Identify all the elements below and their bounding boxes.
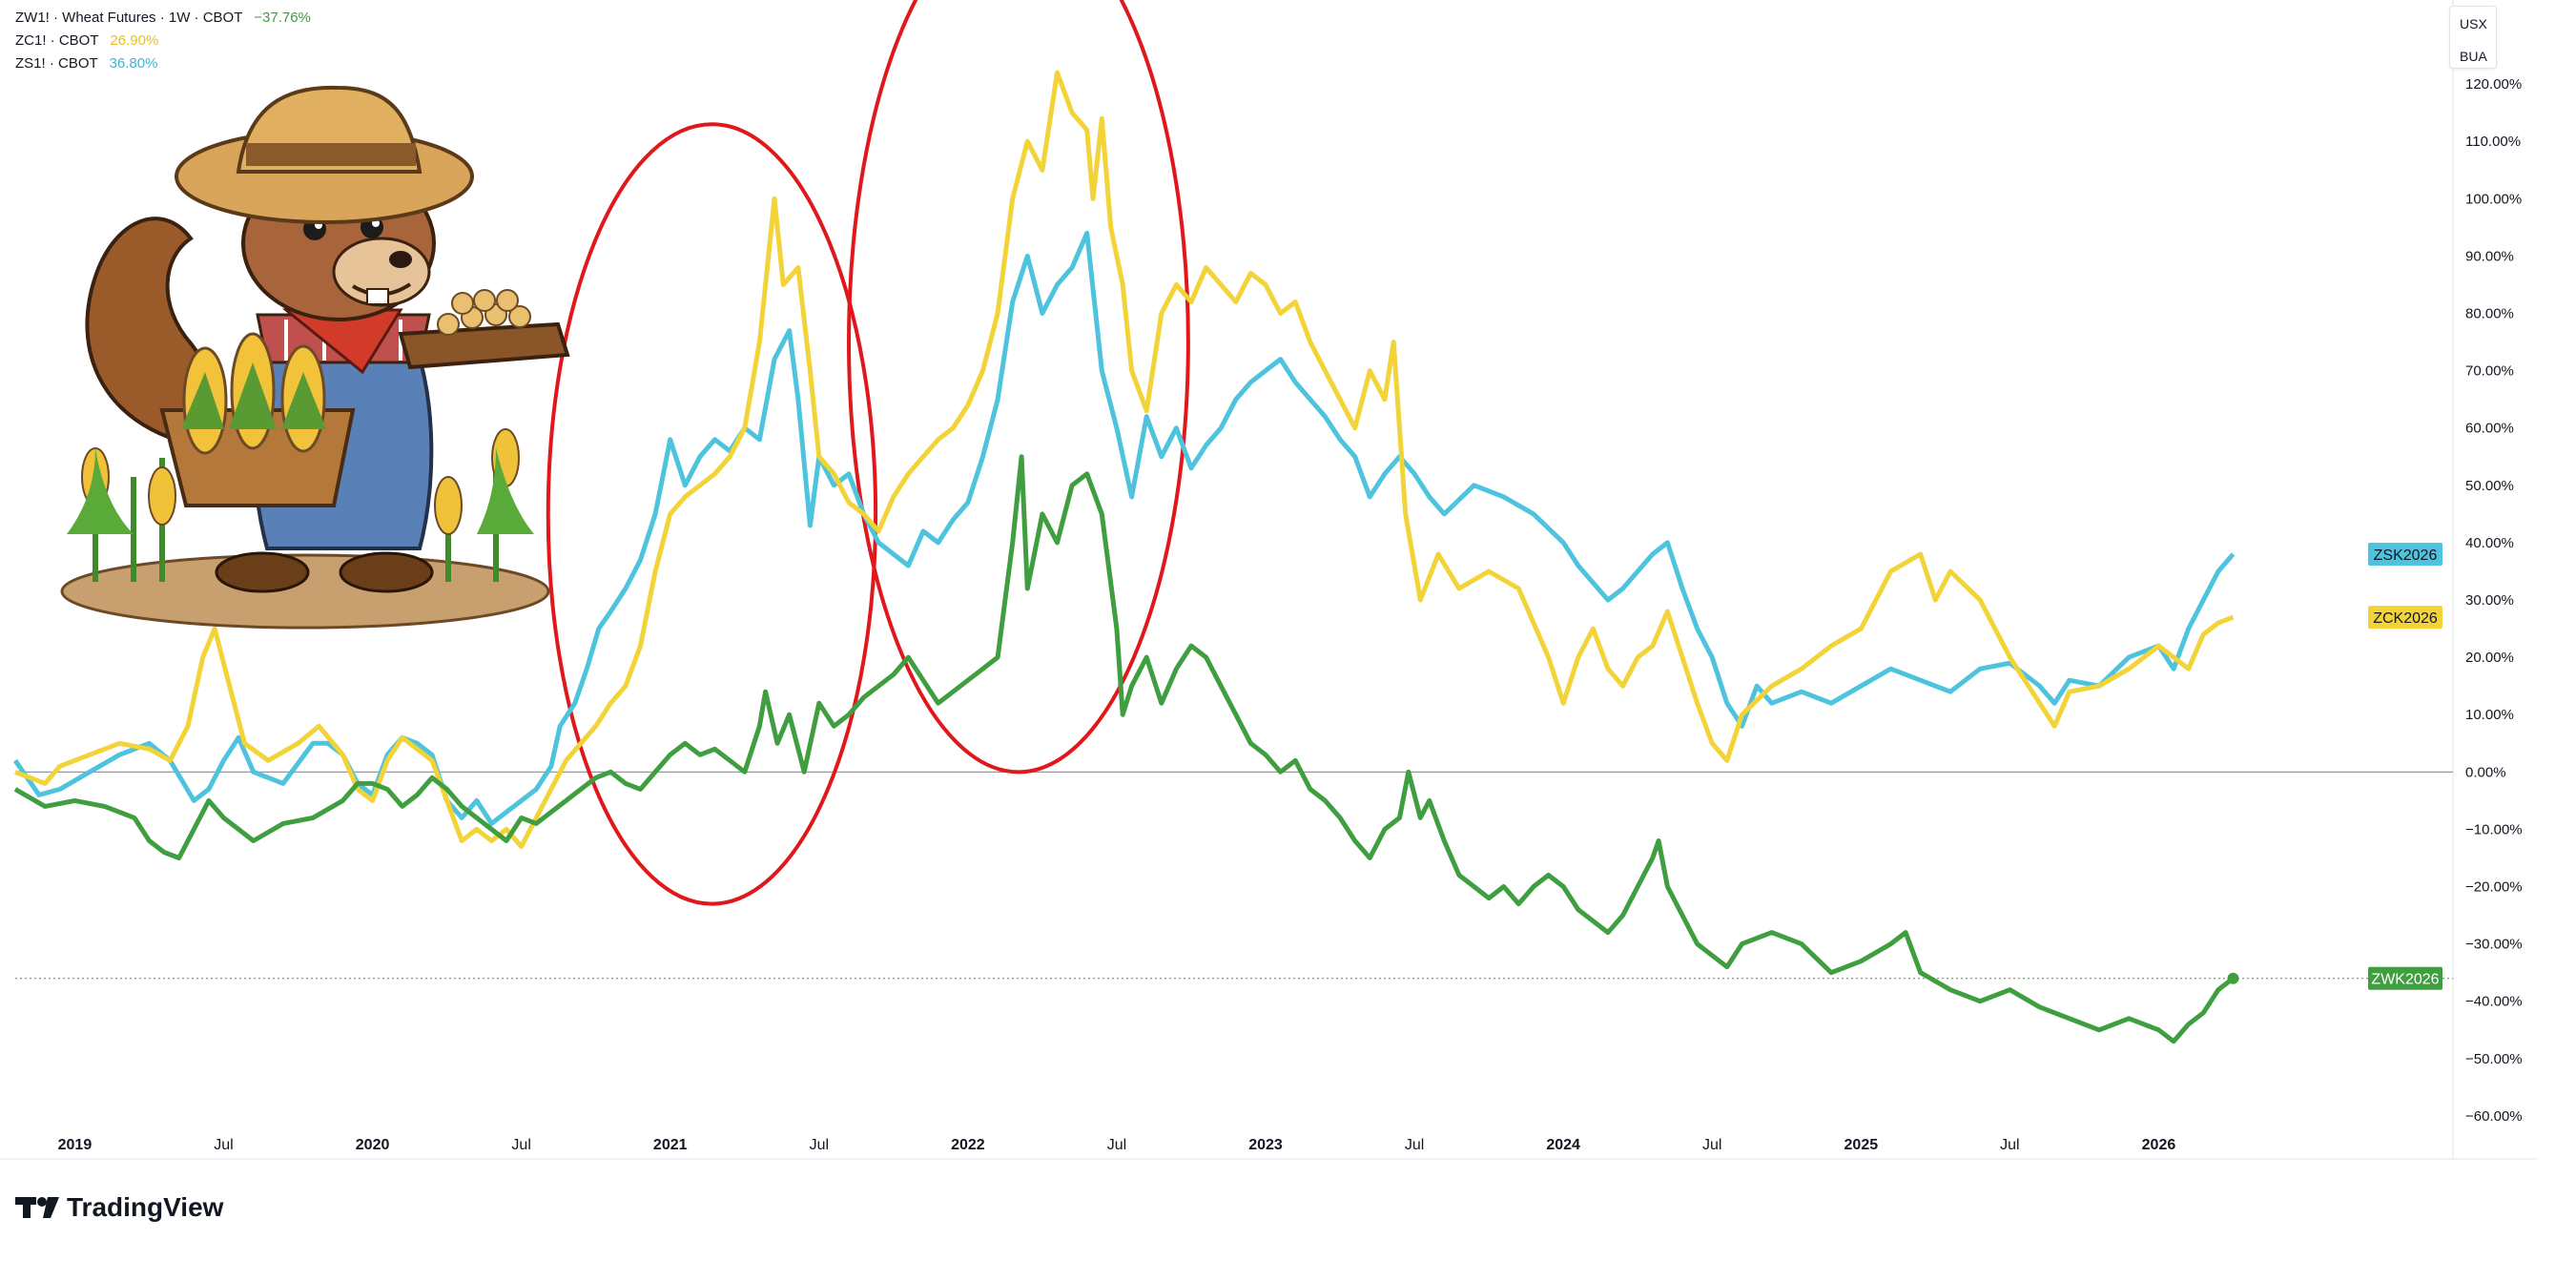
brand-name: TradingView bbox=[67, 1192, 224, 1222]
legend-item-zs1[interactable]: ZS1! · CBOT 36.80% bbox=[15, 55, 157, 72]
tradingview-logo-icon bbox=[15, 1197, 59, 1218]
legend-item-zw1[interactable]: ZW1! · Wheat Futures · 1W · CBOT −37.76% bbox=[15, 10, 311, 26]
series-end-label-bg bbox=[2368, 606, 2442, 630]
series-end-label-bg bbox=[2368, 542, 2442, 566]
y-tick-label: 10.00% bbox=[2465, 707, 2514, 723]
x-tick-label: Jul bbox=[1405, 1137, 1424, 1153]
x-tick-label: 2022 bbox=[951, 1137, 985, 1153]
highlight-ellipse bbox=[546, 122, 878, 906]
legend-change: 36.80% bbox=[110, 55, 158, 72]
x-tick-label: Jul bbox=[214, 1137, 233, 1153]
series-end-label: ZCK2026 bbox=[2373, 610, 2438, 627]
x-tick-label: 2021 bbox=[653, 1137, 688, 1153]
legend-text: ZS1! · CBOT bbox=[15, 55, 98, 72]
x-tick-label: Jul bbox=[2000, 1137, 2019, 1153]
y-tick-label: −30.00% bbox=[2465, 937, 2523, 953]
highlight-ellipse bbox=[847, 0, 1190, 775]
y-tick-label: 100.00% bbox=[2465, 191, 2522, 207]
series-end-label-bg bbox=[2368, 966, 2442, 990]
y-tick-label: 20.00% bbox=[2465, 650, 2514, 666]
x-tick-label: Jul bbox=[1702, 1137, 1721, 1153]
y-tick-label: 120.00% bbox=[2465, 76, 2522, 93]
y-tick-label: −50.00% bbox=[2465, 1051, 2523, 1067]
y-tick-label: 0.00% bbox=[2465, 764, 2506, 780]
x-tick-label: 2026 bbox=[2142, 1137, 2176, 1153]
y-tick-label: −40.00% bbox=[2465, 994, 2523, 1010]
unit-option-bua[interactable]: BUA bbox=[2460, 49, 2487, 64]
y-tick-label: −60.00% bbox=[2465, 1108, 2523, 1125]
y-tick-label: 80.00% bbox=[2465, 306, 2514, 322]
legend-item-zc1[interactable]: ZC1! · CBOT 26.90% bbox=[15, 32, 158, 49]
x-tick-label: 2019 bbox=[58, 1137, 93, 1153]
x-tick-label: 2024 bbox=[1546, 1137, 1580, 1153]
unit-option-usx[interactable]: USX bbox=[2460, 16, 2487, 31]
y-tick-label: 40.00% bbox=[2465, 535, 2514, 551]
series-end-label: ZSK2026 bbox=[2374, 548, 2438, 564]
legend-text: ZW1! · Wheat Futures · 1W · CBOT bbox=[15, 10, 242, 26]
y-tick-label: 50.00% bbox=[2465, 478, 2514, 494]
legend-text: ZC1! · CBOT bbox=[15, 32, 98, 49]
y-tick-label: −10.00% bbox=[2465, 821, 2523, 837]
squirrel-farmer-illustration-icon bbox=[60, 85, 570, 630]
y-tick-label: −20.00% bbox=[2465, 879, 2523, 896]
legend: ZW1! · Wheat Futures · 1W · CBOT −37.76%… bbox=[15, 10, 311, 72]
x-tick-label: Jul bbox=[810, 1137, 829, 1153]
tradingview-logo[interactable]: TradingView bbox=[15, 1192, 224, 1222]
legend-change: −37.76% bbox=[254, 10, 311, 26]
x-tick-label: 2023 bbox=[1248, 1137, 1283, 1153]
x-tick-label: Jul bbox=[511, 1137, 530, 1153]
x-tick-label: Jul bbox=[1107, 1137, 1126, 1153]
legend-change: 26.90% bbox=[110, 32, 158, 49]
x-tick-label: 2025 bbox=[1844, 1137, 1879, 1153]
x-tick-label: 2020 bbox=[356, 1137, 390, 1153]
last-point-marker bbox=[2227, 972, 2239, 984]
y-tick-label: 60.00% bbox=[2465, 421, 2514, 437]
y-tick-label: 90.00% bbox=[2465, 248, 2514, 264]
y-tick-label: 30.00% bbox=[2465, 592, 2514, 609]
currency-unit-menu[interactable]: USX BUA bbox=[2449, 6, 2497, 69]
y-tick-label: 70.00% bbox=[2465, 363, 2514, 380]
y-tick-label: 110.00% bbox=[2465, 134, 2521, 150]
series-line-zwk2026[interactable] bbox=[13, 454, 2236, 1044]
series-end-label: ZWK2026 bbox=[2371, 972, 2439, 988]
